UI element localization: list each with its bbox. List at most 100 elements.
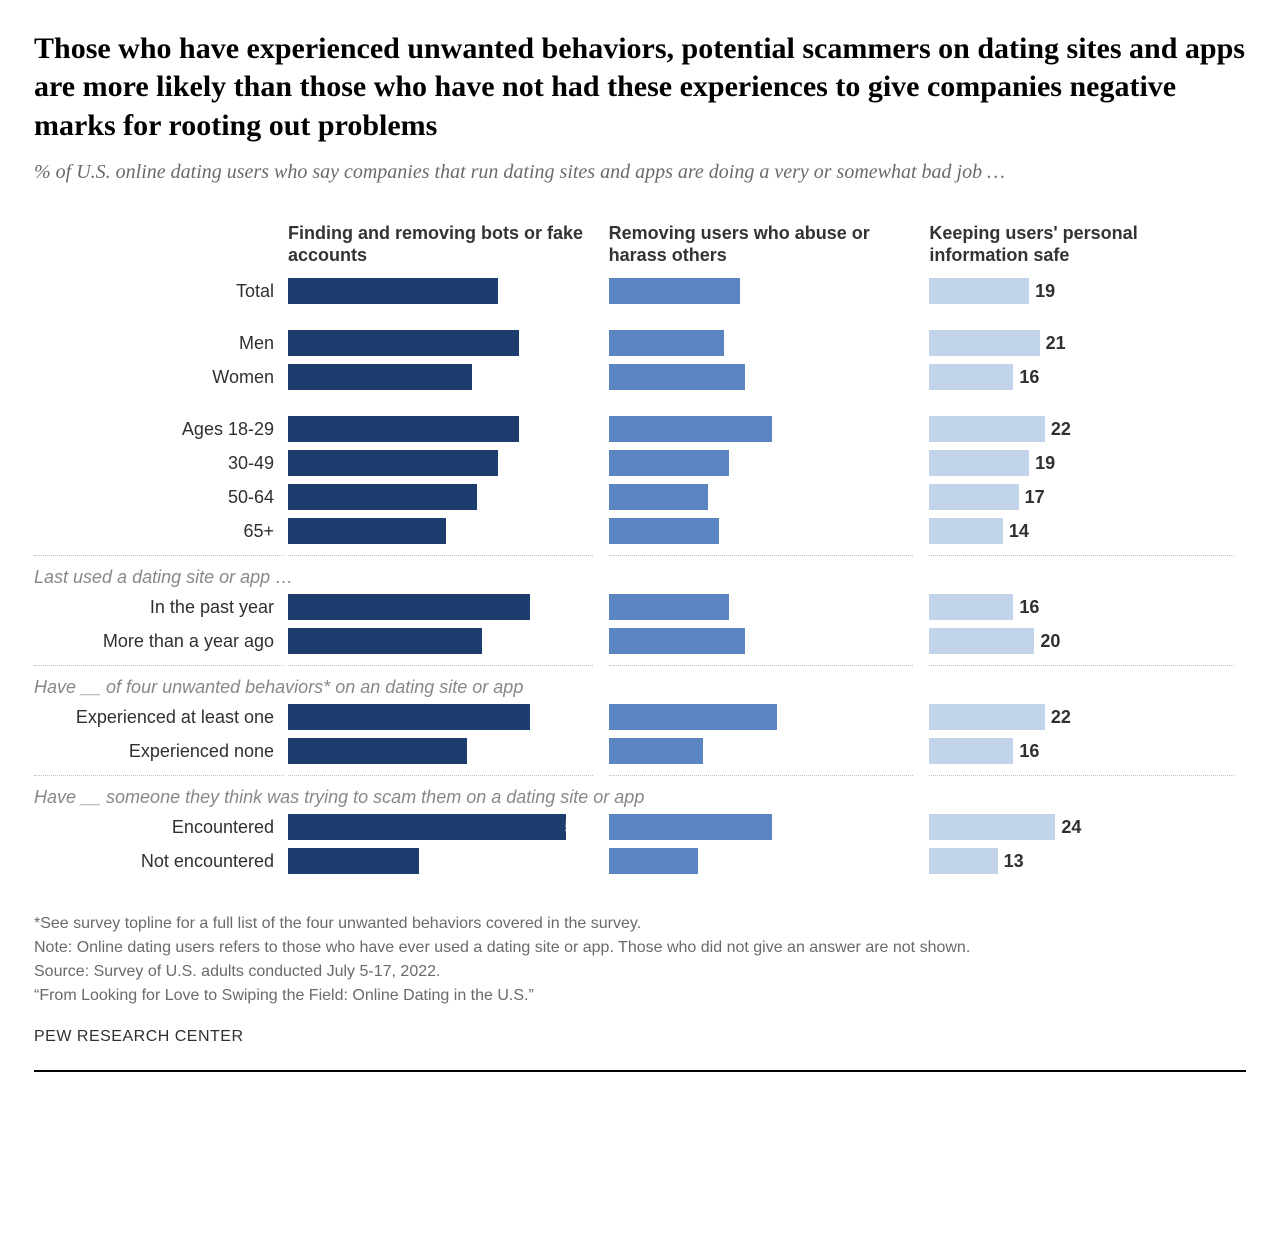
bar-value: 21 (1040, 330, 1074, 356)
row-label: Not encountered (34, 851, 284, 872)
bar-value: 26 (777, 628, 914, 654)
section-divider (34, 555, 284, 556)
bar: 16 (929, 738, 1234, 764)
bar-value: 53 (314, 814, 592, 840)
row-label: 65+ (34, 521, 284, 542)
bar: 40 (288, 450, 593, 476)
section-divider (288, 775, 593, 776)
row-label: 50-64 (34, 487, 284, 508)
row-label: Men (34, 333, 284, 354)
bar: 19 (609, 484, 914, 510)
section-divider (929, 665, 1234, 666)
bar: 18 (609, 738, 914, 764)
row-label: Experienced at least one (34, 707, 284, 728)
bar: 31 (609, 416, 914, 442)
section-divider (609, 665, 914, 666)
row-label: 30-49 (34, 453, 284, 474)
series-column: Removing users who abuse or harass other… (605, 210, 926, 878)
footnote-line: Note: Online dating users refers to thos… (34, 936, 1246, 960)
row-label: Ages 18-29 (34, 419, 284, 440)
chart-area: TotalMenWomenAges 18-2930-4950-6465+Last… (34, 210, 1246, 878)
bar-value: 35 (409, 364, 593, 390)
bar: 21 (609, 518, 914, 544)
bar-value: 20 (1034, 628, 1068, 654)
series-column: Finding and removing bots or fake accoun… (284, 210, 605, 878)
bar-value: 16 (1013, 594, 1047, 620)
bar-value: 17 (824, 848, 913, 874)
bar: 17 (929, 484, 1234, 510)
chart-subtitle: % of U.S. online dating users who say co… (34, 159, 1246, 186)
bar-value: 24 (1055, 814, 1089, 840)
bar-value: 25 (782, 278, 913, 304)
bar-value: 22 (798, 330, 914, 356)
bar-value: 44 (362, 416, 593, 442)
bar-value: 37 (398, 628, 592, 654)
bar-value: 13 (998, 848, 1032, 874)
bar-value: 22 (1045, 704, 1079, 730)
attribution: PEW RESEARCH CENTER (34, 1028, 1246, 1064)
section-divider (288, 665, 593, 666)
footnote-line: Source: Survey of U.S. adults conducted … (34, 960, 1246, 984)
section-divider (609, 555, 914, 556)
bar-value: 40 (383, 278, 593, 304)
bar: 21 (929, 330, 1234, 356)
bar-value: 25 (461, 848, 592, 874)
bar-value: 40 (383, 450, 593, 476)
bar: 40 (288, 278, 593, 304)
bar: 30 (288, 518, 593, 544)
section-divider (609, 775, 914, 776)
bar: 46 (288, 594, 593, 620)
bar: 44 (288, 330, 593, 356)
bar-value: 19 (814, 484, 914, 510)
bar: 13 (929, 848, 1234, 874)
bar-value: 31 (751, 814, 914, 840)
bar-value: 44 (362, 330, 593, 356)
row-label: Experienced none (34, 741, 284, 762)
bar-value: 46 (351, 704, 593, 730)
bar: 20 (929, 628, 1234, 654)
chart-title: Those who have experienced unwanted beha… (34, 30, 1246, 145)
bar: 22 (929, 704, 1234, 730)
series-header: Finding and removing bots or fake accoun… (288, 210, 593, 274)
bar-value: 21 (803, 518, 913, 544)
bar-value: 34 (414, 738, 593, 764)
bar: 25 (288, 848, 593, 874)
bar: 16 (929, 594, 1234, 620)
bar-value: 19 (1029, 450, 1063, 476)
labels-column: TotalMenWomenAges 18-2930-4950-6465+Last… (34, 210, 284, 878)
bar: 22 (609, 330, 914, 356)
section-label: Last used a dating site or app … (34, 567, 293, 588)
bar-value: 26 (777, 364, 914, 390)
bar-value: 46 (351, 594, 593, 620)
bar: 26 (609, 364, 914, 390)
bottom-rule (34, 1070, 1246, 1072)
bar: 35 (288, 364, 593, 390)
bar: 26 (609, 628, 914, 654)
bar: 44 (288, 416, 593, 442)
section-divider (34, 775, 284, 776)
bar: 19 (929, 278, 1234, 304)
bar-value: 23 (793, 594, 914, 620)
row-label: In the past year (34, 597, 284, 618)
bar: 14 (929, 518, 1234, 544)
bar: 36 (288, 484, 593, 510)
bar: 53 (288, 814, 593, 840)
bar: 19 (929, 450, 1234, 476)
bar: 23 (609, 450, 914, 476)
footnote-line: “From Looking for Love to Swiping the Fi… (34, 984, 1246, 1008)
bar: 24 (929, 814, 1234, 840)
section-divider (929, 555, 1234, 556)
bar-value: 16 (1013, 364, 1047, 390)
bar-value: 32 (745, 704, 913, 730)
bar-value: 36 (404, 484, 593, 510)
bar-value: 30 (435, 518, 593, 544)
row-label: Encountered (34, 817, 284, 838)
bar: 25 (609, 278, 914, 304)
bar: 34 (288, 738, 593, 764)
bar: 46 (288, 704, 593, 730)
footnote-line: *See survey topline for a full list of t… (34, 912, 1246, 936)
bar: 22 (929, 416, 1234, 442)
row-label: Total (34, 281, 284, 302)
section-divider (34, 665, 284, 666)
bar: 31 (609, 814, 914, 840)
